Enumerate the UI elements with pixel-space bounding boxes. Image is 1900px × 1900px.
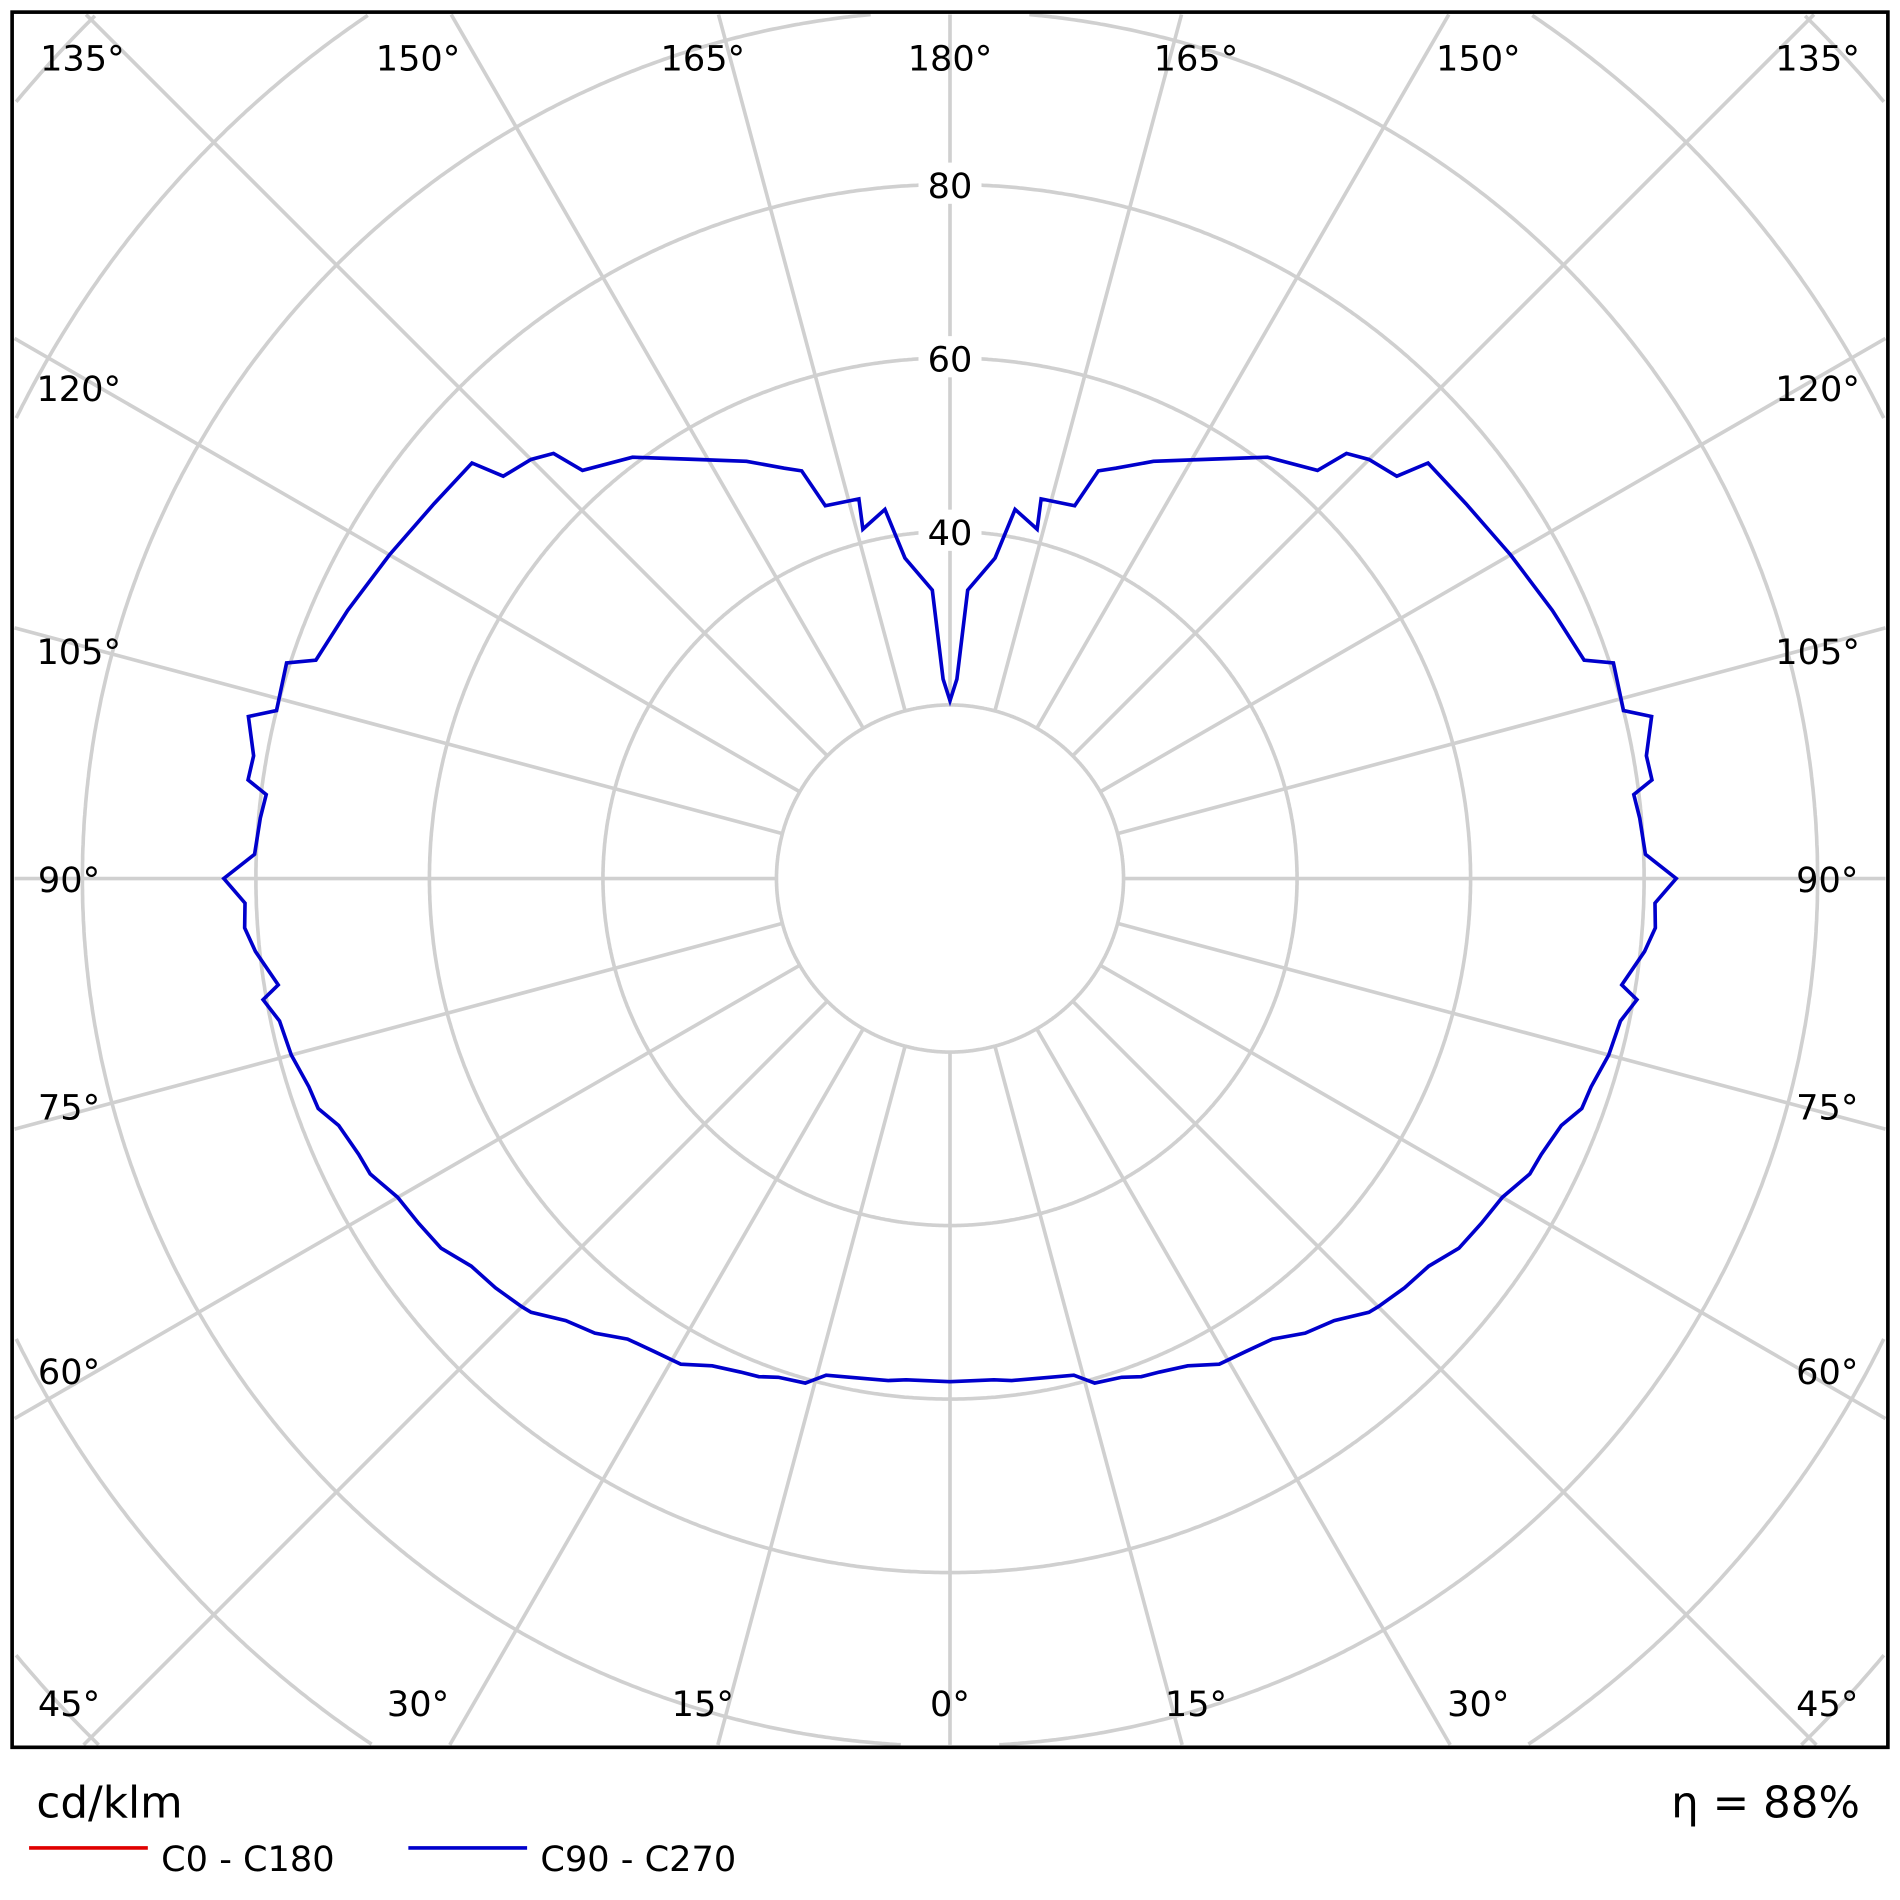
- angle-tick-label-left: 60°: [38, 1352, 100, 1393]
- grid-spoke: [1099, 336, 1887, 794]
- angle-tick-label-top: 165°: [1154, 38, 1239, 79]
- angle-tick-label-top: 180°: [908, 38, 993, 79]
- unit-label: cd/klm: [36, 1779, 182, 1829]
- radial-label-bg: [918, 336, 982, 378]
- curves: [221, 451, 1679, 1385]
- legend-label-c90-c270: C90 - C270: [540, 1839, 736, 1880]
- angle-tick-label-right: 90°: [1796, 860, 1858, 901]
- angle-tick-labels: 135° 150° 165° 180° 165° 150° 135° 120° 105° 90° 7…: [36, 38, 1859, 1725]
- grid-spoke: [1117, 921, 1886, 1131]
- grid-spoke: [13, 963, 801, 1421]
- angle-tick-label-top: 135°: [1775, 38, 1860, 79]
- angle-tick-label-right: 120°: [1775, 369, 1860, 410]
- angle-tick-label-left: 90°: [38, 860, 100, 901]
- grid-spoke: [14, 626, 783, 836]
- grid-spoke: [82, 999, 829, 1747]
- radial-tick-label: 60: [928, 339, 973, 380]
- angle-tick-label-bottom: 30°: [387, 1684, 449, 1725]
- angle-tick-label-right: 105°: [1775, 632, 1860, 673]
- angle-tick-label-right: 75°: [1796, 1088, 1858, 1129]
- grid-spoke: [716, 14, 907, 712]
- angle-tick-label-top: 150°: [376, 38, 461, 79]
- grid-spoke: [1117, 626, 1886, 836]
- grid-spoke: [1035, 1027, 1452, 1746]
- angle-tick-label-bottom: 45°: [1796, 1684, 1858, 1725]
- angle-tick-label-bottom: 15°: [1165, 1684, 1227, 1725]
- grid-ring-120: [14, 13, 1886, 1746]
- grid-spoke: [448, 1027, 865, 1746]
- legend: C0 - C180 C90 - C270: [29, 1839, 736, 1880]
- angle-tick-label-top: 135°: [40, 38, 125, 79]
- grid-spoke: [449, 13, 865, 730]
- grid-ring-20: [774, 703, 1126, 1054]
- angle-tick-label-top: 165°: [661, 38, 746, 79]
- angle-tick-label-bottom: 45°: [38, 1684, 100, 1725]
- grid-spoke: [993, 1045, 1184, 1746]
- plot-frame: [10, 10, 1890, 1750]
- polar-grid: [13, 12, 1887, 1747]
- radial-tick-label: 40: [928, 513, 973, 554]
- angle-tick-label-right: 60°: [1796, 1352, 1858, 1393]
- grid-spoke: [1099, 963, 1887, 1421]
- legend-label-c0-c180: C0 - C180: [161, 1839, 334, 1880]
- radial-tick-label: 80: [928, 166, 973, 207]
- series-curve-c90-c270: [221, 451, 1679, 1385]
- grid-spoke: [84, 13, 829, 758]
- efficiency-label: η = 88%: [1671, 1779, 1860, 1829]
- angle-tick-label-left: 120°: [36, 369, 121, 410]
- grid-spoke: [1071, 13, 1816, 758]
- angle-tick-label-left: 105°: [36, 632, 121, 673]
- angle-tick-label-bottom: 30°: [1447, 1684, 1509, 1725]
- grid-spoke: [1071, 999, 1818, 1747]
- grid-spoke: [1035, 13, 1451, 730]
- radial-label-bg: [918, 509, 982, 551]
- angle-tick-label-left: 75°: [38, 1088, 100, 1129]
- grid-spoke: [14, 921, 783, 1131]
- angle-tick-label-bottom: 15°: [672, 1684, 734, 1725]
- angle-tick-label-top: 150°: [1436, 38, 1521, 79]
- grid-ring-140: [14, 14, 1886, 1747]
- grid-spoke: [993, 14, 1184, 712]
- grid-spoke: [13, 336, 801, 794]
- radial-label-bg: [918, 162, 982, 204]
- radial-tick-labels: 40 60 80: [918, 162, 982, 554]
- angle-tick-label-bottom: 0°: [930, 1684, 970, 1725]
- grid-spoke: [716, 1045, 907, 1746]
- grid-ring-100: [80, 12, 1820, 1747]
